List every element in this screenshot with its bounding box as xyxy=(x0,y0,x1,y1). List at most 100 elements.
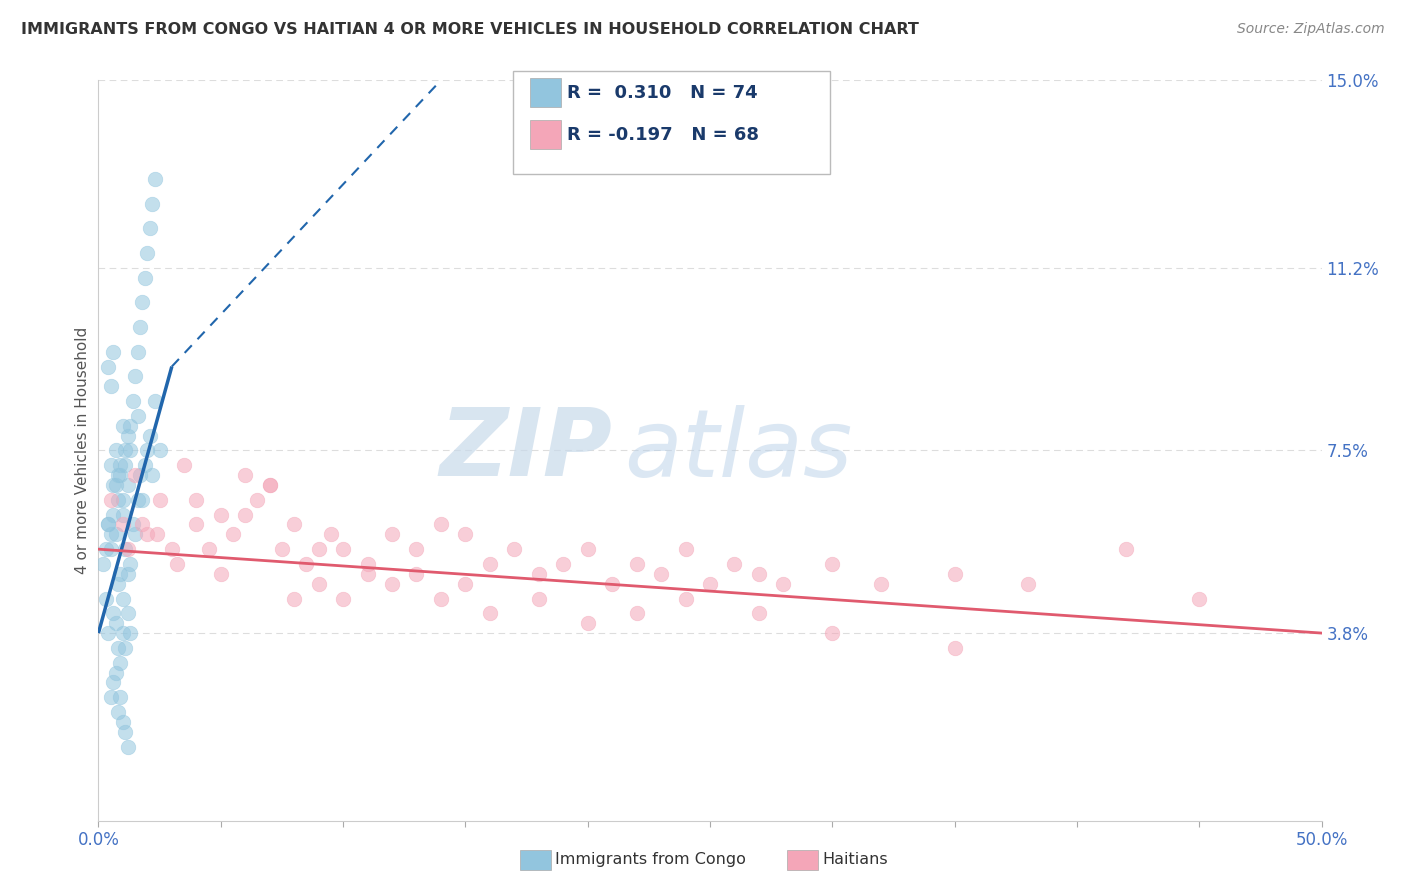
Point xyxy=(100,379,122,393)
Point xyxy=(136,443,159,458)
Point xyxy=(283,591,305,606)
Point xyxy=(748,566,770,581)
Point xyxy=(259,478,281,492)
Point xyxy=(111,418,134,433)
Point xyxy=(139,428,162,442)
Point xyxy=(186,517,208,532)
Point xyxy=(117,739,139,754)
Point xyxy=(101,478,124,492)
Point xyxy=(110,458,132,473)
Point xyxy=(114,724,136,739)
Point xyxy=(149,443,172,458)
Point xyxy=(97,517,120,532)
Point xyxy=(675,542,697,557)
Point xyxy=(454,576,477,591)
Point xyxy=(675,591,697,606)
Point xyxy=(870,576,893,591)
Point xyxy=(111,517,134,532)
Point xyxy=(748,607,770,621)
Point xyxy=(1115,542,1137,557)
Text: atlas: atlas xyxy=(624,405,852,496)
Point xyxy=(127,409,149,423)
Point xyxy=(111,508,134,522)
Point xyxy=(233,468,256,483)
Point xyxy=(124,468,146,483)
Point xyxy=(101,607,124,621)
Point xyxy=(110,468,132,483)
Point xyxy=(197,542,219,557)
Point xyxy=(129,468,152,483)
Point xyxy=(454,527,477,541)
Text: Haitians: Haitians xyxy=(823,853,889,867)
Point xyxy=(626,557,648,571)
Point xyxy=(381,576,404,591)
Point xyxy=(209,508,232,522)
Point xyxy=(111,591,134,606)
Point xyxy=(131,492,153,507)
Point xyxy=(100,458,122,473)
Point xyxy=(131,517,153,532)
Point xyxy=(430,517,453,532)
Point xyxy=(129,320,152,334)
Point xyxy=(127,344,149,359)
Text: R =  0.310   N = 74: R = 0.310 N = 74 xyxy=(567,84,758,102)
Point xyxy=(160,542,183,557)
Point xyxy=(100,492,122,507)
Point xyxy=(120,557,142,571)
Point xyxy=(209,566,232,581)
Point xyxy=(295,557,318,571)
Point xyxy=(527,591,550,606)
Point xyxy=(650,566,672,581)
Point xyxy=(117,542,139,557)
Point xyxy=(120,443,142,458)
Point xyxy=(134,458,156,473)
Point xyxy=(332,591,354,606)
Point xyxy=(821,626,844,640)
Point xyxy=(600,576,623,591)
Point xyxy=(134,270,156,285)
Point xyxy=(117,428,139,442)
Point xyxy=(259,478,281,492)
Point xyxy=(100,527,122,541)
Point xyxy=(143,172,166,186)
Point xyxy=(100,690,122,705)
Point xyxy=(527,566,550,581)
Point xyxy=(107,705,129,719)
Point xyxy=(100,542,122,557)
Point xyxy=(131,295,153,310)
Point xyxy=(381,527,404,541)
Point xyxy=(117,478,139,492)
Text: ZIP: ZIP xyxy=(439,404,612,497)
Point xyxy=(943,640,966,655)
Point xyxy=(91,557,114,571)
Point xyxy=(114,443,136,458)
Point xyxy=(101,508,124,522)
Point xyxy=(222,527,245,541)
Point xyxy=(121,517,143,532)
Point xyxy=(626,607,648,621)
Point xyxy=(141,196,163,211)
Point xyxy=(111,492,134,507)
Point xyxy=(127,492,149,507)
Point xyxy=(143,394,166,409)
Point xyxy=(117,607,139,621)
Point xyxy=(1017,576,1039,591)
Y-axis label: 4 or more Vehicles in Household: 4 or more Vehicles in Household xyxy=(75,326,90,574)
Point xyxy=(576,542,599,557)
Point xyxy=(553,557,575,571)
Point xyxy=(111,626,134,640)
Point xyxy=(97,359,120,374)
Point xyxy=(723,557,745,571)
Point xyxy=(503,542,526,557)
Point xyxy=(110,656,132,670)
Point xyxy=(246,492,269,507)
Point xyxy=(110,566,132,581)
Point xyxy=(141,468,163,483)
Point xyxy=(1188,591,1211,606)
Point xyxy=(97,517,120,532)
Point xyxy=(136,527,159,541)
Point xyxy=(356,557,378,571)
Point xyxy=(104,478,127,492)
Point xyxy=(107,492,129,507)
Point xyxy=(121,394,143,409)
